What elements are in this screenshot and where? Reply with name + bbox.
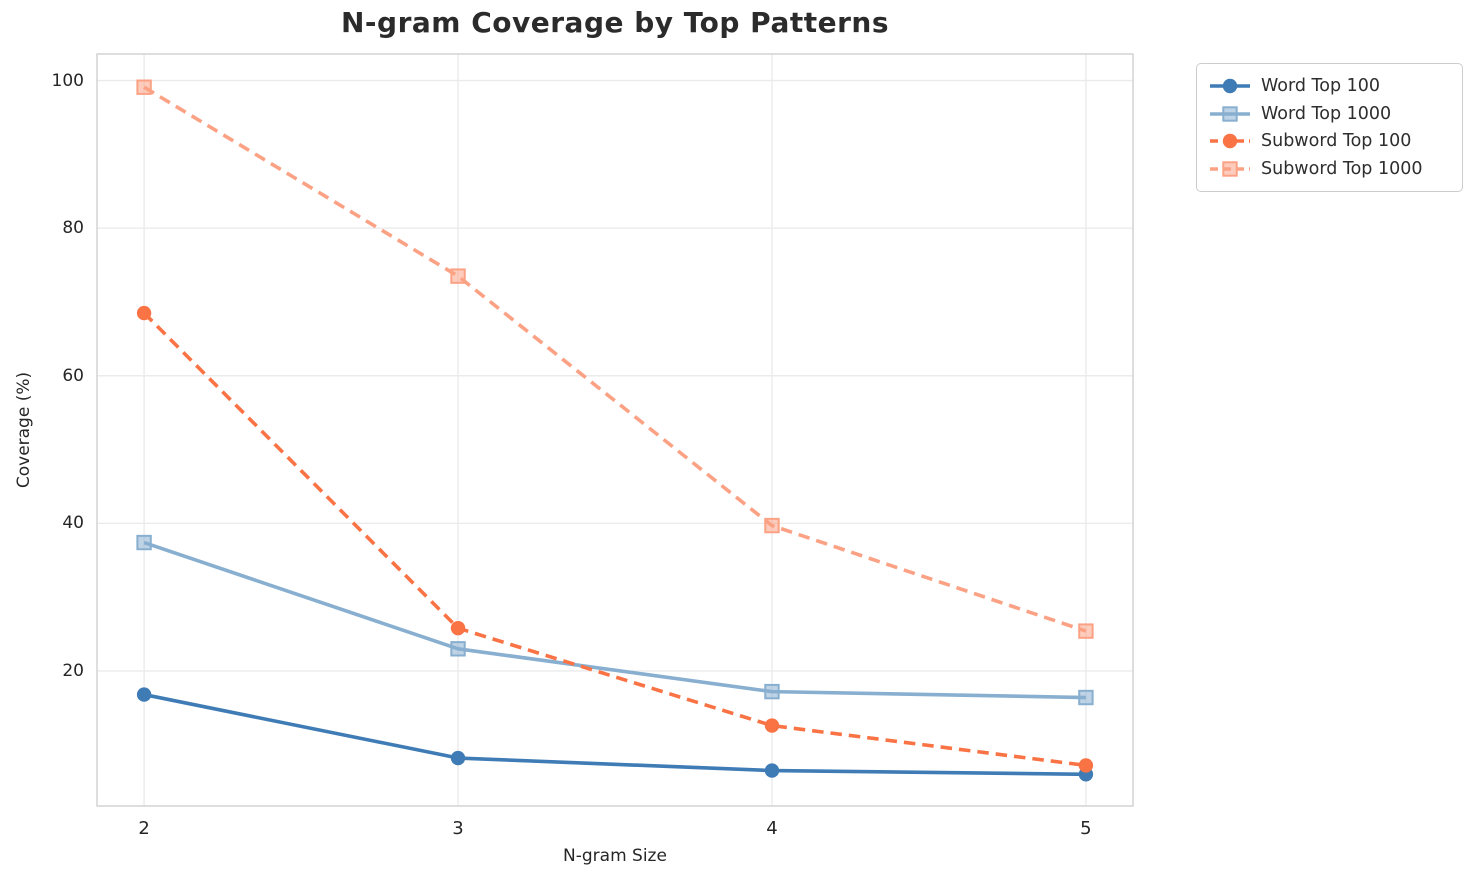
axes-frame bbox=[96, 53, 1134, 807]
legend-item-1: Word Top 1000 bbox=[1209, 101, 1450, 127]
legend-label: Word Top 100 bbox=[1261, 76, 1381, 96]
y-tick-label: 40 bbox=[62, 513, 84, 534]
data-point-square bbox=[764, 517, 780, 534]
legend: Word Top 100 Word Top 1000 Subword Top 100… bbox=[1196, 63, 1463, 192]
data-point-circle bbox=[450, 620, 466, 636]
legend-item-3: Subword Top 1000 bbox=[1209, 156, 1450, 182]
legend-marker-circle-icon bbox=[1210, 134, 1250, 149]
series-line-3 bbox=[143, 85, 1087, 633]
y-tick-label: 80 bbox=[62, 218, 84, 239]
data-point-square bbox=[450, 268, 466, 284]
series-line-0 bbox=[143, 692, 1086, 777]
data-point-square bbox=[136, 79, 152, 95]
x-tick-label: 3 bbox=[452, 818, 464, 839]
x-axis-label: N-gram Size bbox=[563, 846, 667, 866]
legend-label: Subword Top 100 bbox=[1261, 131, 1412, 152]
series-line-1 bbox=[143, 540, 1086, 700]
data-point-square bbox=[764, 683, 780, 700]
legend-marker-square-icon bbox=[1210, 161, 1250, 177]
data-point-circle bbox=[136, 687, 152, 702]
y-tick-label: 100 bbox=[51, 70, 84, 91]
x-tick-label: 5 bbox=[1080, 818, 1092, 839]
data-point-square bbox=[136, 534, 152, 551]
chart-title: N-gram Coverage by Top Patterns bbox=[340, 6, 890, 39]
data-point-square bbox=[450, 641, 466, 657]
legend-marker-square-icon bbox=[1210, 105, 1250, 122]
x-tick-label: 2 bbox=[138, 818, 150, 839]
legend-marker-circle-icon bbox=[1210, 78, 1250, 94]
legend-label: Word Top 1000 bbox=[1261, 103, 1392, 124]
data-point-square bbox=[1078, 689, 1094, 706]
legend-item-0: Word Top 100 bbox=[1209, 73, 1450, 99]
data-point-circle bbox=[450, 750, 466, 766]
y-axis-label: Coverage (%) bbox=[14, 371, 34, 489]
x-tick-label: 4 bbox=[766, 818, 778, 839]
data-point-square bbox=[1078, 623, 1094, 639]
data-point-circle bbox=[136, 305, 152, 321]
legend-label: Subword Top 1000 bbox=[1261, 158, 1423, 179]
y-tick-label: 60 bbox=[62, 365, 84, 386]
data-point-circle bbox=[1078, 758, 1094, 773]
series-line-2 bbox=[142, 311, 1087, 768]
y-tick-label: 20 bbox=[62, 660, 84, 681]
data-point-circle bbox=[764, 763, 780, 778]
legend-item-2: Subword Top 100 bbox=[1209, 128, 1450, 154]
data-point-circle bbox=[764, 718, 780, 733]
